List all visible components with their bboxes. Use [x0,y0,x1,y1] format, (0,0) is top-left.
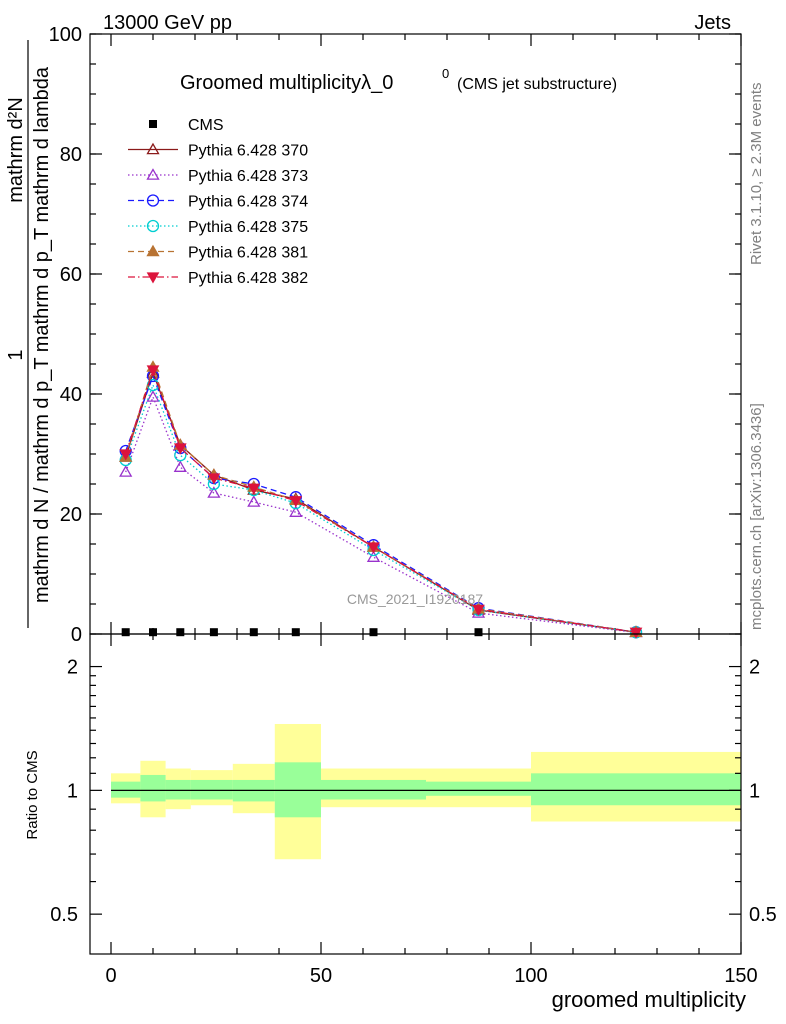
y-tick-label: 60 [60,264,82,286]
x-axis-label: groomed multiplicity [552,987,746,1012]
series-line [125,383,637,633]
chart-title: Groomed multiplicityλ_0 [180,72,393,94]
data-point [249,628,258,637]
legend-entry: Pythia 6.428 373 [128,168,308,185]
legend-entry: Pythia 6.428 375 [128,219,308,236]
legend-label: Pythia 6.428 375 [188,219,308,236]
ratio-y-axis-label: Ratio to CMS [24,750,41,839]
data-point [247,495,261,507]
data-point [472,604,485,616]
ratio-y-tick-label: 1 [67,780,78,802]
legend-label: Pythia 6.428 370 [188,143,308,160]
data-point [121,628,130,637]
legend-label: CMS [188,117,224,134]
main-plot-panel: Groomed multiplicityλ_0 0 (CMS jet substru… [5,24,742,646]
ratio-y-tick-label: 0.5 [50,904,78,926]
data-point [291,628,300,637]
x-tick-label: 0 [105,965,116,987]
legend-marker [146,272,160,284]
watermark: CMS_2021_I1920187 [347,591,483,607]
legend-marker [146,142,160,155]
data-point [176,628,185,637]
series-2 [119,390,643,638]
legend-entry: CMS [149,117,224,134]
y-axis-label: 1 mathrm d²N mathrm d N / mathrm d p_T mat… [5,40,53,628]
ratio-y-tick-label-right: 2 [749,657,760,679]
x-tick-label: 100 [514,965,547,987]
legend-entry: Pythia 6.428 370 [128,143,308,160]
data-point [173,460,187,472]
data-point [207,473,221,485]
y-tick-label: 20 [60,504,82,526]
legend-label: Pythia 6.428 374 [188,194,308,211]
legend-entry: Pythia 6.428 382 [128,270,308,287]
data-point [247,483,261,495]
series-6 [119,365,643,639]
x-tick-label: 150 [724,965,757,987]
legend-marker [146,168,160,180]
x-tick-label: 50 [310,965,332,987]
data-point [366,550,381,562]
chart-subtitle: (CMS jet substructure) [457,76,617,93]
data-point [146,390,160,402]
ratio-y-tick-label: 2 [67,657,78,679]
legend-marker [146,244,160,257]
legend-label: Pythia 6.428 382 [188,270,308,287]
ratio-y-tick-label-right: 0.5 [749,904,777,926]
data-point [289,496,303,508]
data-point [119,465,133,477]
data-point [209,628,218,637]
legend-marker [146,219,160,233]
data-point [149,628,157,637]
data-point [119,449,133,461]
legend-label: Pythia 6.428 373 [188,168,308,185]
chart-title-superscript: 0 [442,66,449,81]
y-tick-label: 40 [60,384,82,406]
y-tick-label: 100 [49,24,82,46]
ratio-frame [89,633,742,955]
y-label-denominator: mathrm d N / mathrm d p_T mathrm d p_T m… [31,66,53,603]
series-0 [121,628,640,637]
data-point [367,542,380,554]
legend-entry: Pythia 6.428 381 [128,245,308,262]
series-line [125,395,637,634]
legend-entry: Pythia 6.428 374 [128,194,308,211]
y-label-top: mathrm d²N [5,97,27,203]
header-left: 13000 GeV pp [103,12,232,34]
uncertainty-band-inner [531,773,741,806]
ratio-y-tick-label-right: 1 [749,780,760,802]
legend-label: Pythia 6.428 381 [188,245,308,262]
y-tick-label: 80 [60,144,82,166]
data-point [146,365,160,377]
legend-marker [146,194,160,207]
mcplots-label: mcplots.cern.ch [arXiv:1306.3436] [748,403,765,630]
data-point [474,628,483,637]
uncertainty-band-inner [140,774,166,802]
data-point [289,505,303,517]
y-tick-label: 0 [71,624,82,646]
uncertainty-band-inner [426,781,531,796]
rivet-label: Rivet 3.1.10, ≥ 2.3M events [748,83,765,266]
legend-marker [149,120,157,128]
y-label-numerator: 1 [5,349,27,360]
data-point [369,628,378,637]
data-point [173,443,187,455]
data-point [629,627,643,639]
header-right: Jets [694,12,731,34]
data-point [207,486,221,498]
uncertainty-band-inner [111,781,141,798]
